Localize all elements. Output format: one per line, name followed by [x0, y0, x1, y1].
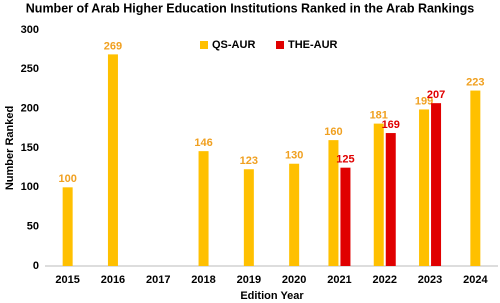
legend-swatch	[276, 41, 284, 49]
data-label: 100	[58, 173, 76, 185]
data-label: 130	[285, 150, 303, 162]
y-tick-label: 250	[21, 63, 39, 75]
bar	[328, 140, 339, 266]
bar	[373, 123, 384, 266]
y-tick-label: 300	[21, 24, 39, 36]
legend-label: THE-AUR	[288, 39, 338, 51]
bar	[243, 169, 254, 266]
legend-label: QS-AUR	[212, 39, 255, 51]
data-label: 146	[194, 137, 212, 149]
x-tick-label: 2018	[191, 274, 215, 286]
x-tick-label: 2023	[418, 274, 442, 286]
bar	[340, 167, 351, 266]
data-label: 169	[382, 119, 400, 131]
bar	[419, 109, 430, 266]
bar	[289, 163, 300, 266]
y-tick-label: 50	[27, 221, 39, 233]
chart-title: Number of Arab Higher Education Institut…	[26, 1, 474, 15]
x-tick-label: 2021	[327, 274, 351, 286]
x-tick-label: 2016	[101, 274, 125, 286]
x-tick-label: 2017	[146, 274, 170, 286]
bar	[431, 103, 442, 266]
x-tick-label: 2022	[373, 274, 397, 286]
x-tick-label: 2015	[55, 274, 79, 286]
y-tick-label: 100	[21, 181, 39, 193]
y-axis-title: Number Ranked	[4, 106, 16, 190]
legend-swatch	[200, 41, 208, 49]
bar	[62, 187, 73, 266]
data-label: 160	[324, 126, 342, 138]
data-label: 269	[104, 40, 122, 52]
bar	[198, 151, 209, 266]
bar	[470, 90, 481, 266]
data-label: 207	[427, 89, 445, 101]
y-tick-label: 0	[33, 260, 39, 272]
y-tick-label: 150	[21, 142, 39, 154]
data-label: 123	[240, 155, 258, 167]
data-label: 125	[336, 154, 354, 166]
bar	[385, 133, 396, 266]
x-axis-title: Edition Year	[240, 290, 304, 302]
data-label: 181	[370, 110, 388, 122]
data-label: 223	[466, 76, 484, 88]
x-tick-label: 2020	[282, 274, 306, 286]
x-tick-label: 2024	[463, 274, 488, 286]
x-tick-label: 2019	[237, 274, 261, 286]
data-label: 199	[415, 95, 433, 107]
y-tick-label: 200	[21, 103, 39, 115]
bar	[107, 54, 118, 267]
